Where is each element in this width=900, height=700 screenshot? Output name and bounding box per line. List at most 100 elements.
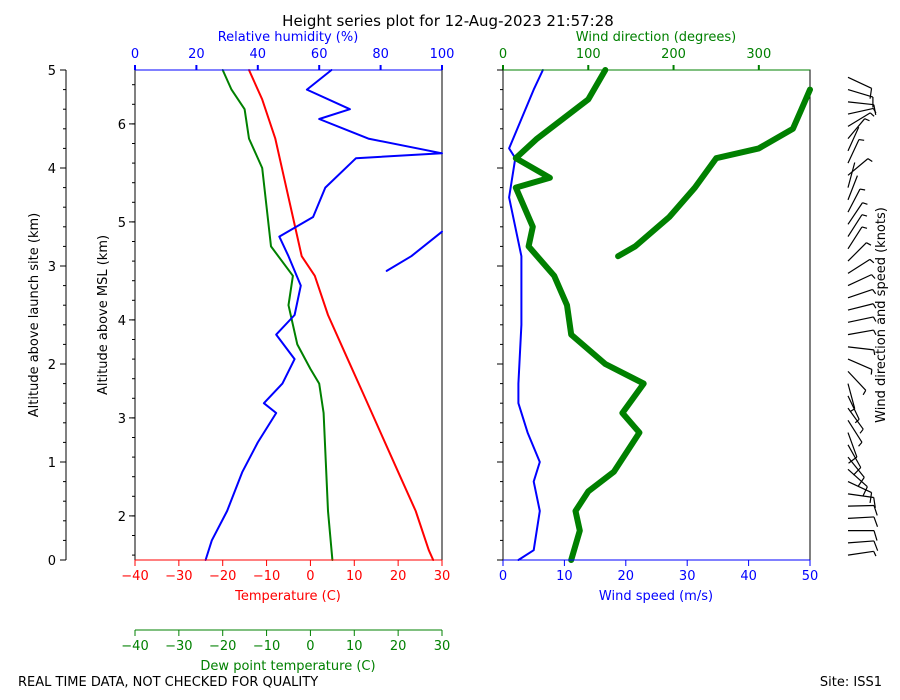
wind-barb-shaft <box>847 370 867 391</box>
wind-barb <box>847 346 876 356</box>
wind-barb <box>847 329 877 336</box>
wind-barb-flag <box>848 456 858 464</box>
wind-direction-degrees-tick-label: 300 <box>746 47 771 62</box>
wind-direction-degrees-tick-label: 200 <box>661 47 686 62</box>
temperature-axis-label: Temperature (C) <box>234 589 341 604</box>
wind-barb-shaft <box>847 162 856 188</box>
wind-barb-shaft <box>847 432 858 458</box>
wind-barb <box>847 112 875 127</box>
wind-barb <box>847 162 856 188</box>
wind-direction-degrees-line-upper-branch <box>615 86 813 260</box>
dew-point-temperature-c-line <box>221 69 334 561</box>
right-panel <box>502 67 813 563</box>
wind-barb <box>847 516 879 527</box>
wind-barb <box>847 101 877 116</box>
wind-barb-half-flag <box>862 390 867 396</box>
relative-humidity-line <box>204 69 443 561</box>
wind-speed-m-s-tick-label: 10 <box>556 569 573 584</box>
axes-layer: −40 −30 −20 −10 0 10 20 30−40 −30 −20 −10 0 10 20 300 2… <box>48 47 819 654</box>
wind-barb-flag <box>873 104 877 116</box>
wind-barb-shaft <box>847 101 874 106</box>
dew-point-temperature-c-tick-label: 30 <box>434 639 451 654</box>
wind-barb-shaft <box>847 516 874 519</box>
relative-humidity-tick-label: 80 <box>372 47 389 62</box>
launch-site-tick-label: 4 <box>48 162 56 177</box>
wind-barb <box>847 358 873 375</box>
wind-barb-shaft <box>847 258 871 274</box>
relative-humidity-tick-label: 60 <box>311 47 328 62</box>
wind-barb <box>847 226 868 250</box>
wind-barb-shaft <box>847 76 872 89</box>
wind-barb <box>847 303 877 311</box>
humidity-axis-label: Relative humidity (%) <box>218 30 359 45</box>
temperature-c-tick-label: 20 <box>390 569 407 584</box>
wind-barb-half-flag <box>862 202 868 205</box>
left-panel <box>134 69 443 561</box>
wind-speed-axis-label: Wind speed (m/s) <box>599 589 713 604</box>
wind-barb-shaft <box>847 214 863 237</box>
footer-site: Site: ISS1 <box>820 675 882 690</box>
wind-barb-shaft <box>847 358 873 370</box>
temperature-c-tick-label: −20 <box>209 569 236 584</box>
temperature-c-tick-label: 10 <box>346 569 363 584</box>
launch-site-tick-label: 1 <box>48 456 56 471</box>
wind-barb-half-flag <box>858 441 863 447</box>
wind-barb-half-flag <box>861 214 868 217</box>
wind-barb-shaft <box>847 126 860 152</box>
wind-barb <box>847 550 877 557</box>
wind-direction-degrees-line <box>512 67 647 563</box>
dew-point-temperature-c-tick-label: −20 <box>209 639 236 654</box>
wind-barb <box>847 138 865 164</box>
dew-point-temperature-c-tick-label: 10 <box>346 639 363 654</box>
dewpoint-axis-label: Dew point temperature (C) <box>200 659 375 674</box>
wind-speed-m-s-tick-label: 0 <box>499 569 507 584</box>
wind-barb-shaft <box>847 420 863 443</box>
barb-axis-label: Wind direction and speed (knots) <box>874 207 889 423</box>
temperature-c-line <box>248 69 435 561</box>
launch-site-tick-label: 3 <box>48 260 56 275</box>
dew-point-temperature-c-tick-label: 20 <box>390 639 407 654</box>
wind-barb-shaft <box>847 493 874 499</box>
wind-barb-flag <box>862 486 868 497</box>
msl-tick-label: 5 <box>118 216 126 231</box>
wind-barb-half-flag <box>859 188 866 191</box>
relative-humidity-tick-label: 100 <box>430 47 455 62</box>
wind-barb <box>847 107 877 115</box>
msl-tick-label: 6 <box>118 118 126 133</box>
wind-barb-half-flag <box>869 258 875 264</box>
wind-barb-shaft <box>847 226 863 250</box>
wind-barb-shaft <box>847 395 860 420</box>
dew-point-temperature-c-tick-label: −30 <box>165 639 192 654</box>
wind-barb-half-flag <box>869 112 875 117</box>
temperature-c-tick-label: −10 <box>253 569 280 584</box>
wind-barb <box>847 493 876 508</box>
msl-tick-label: 3 <box>118 412 126 427</box>
dew-point-temperature-c-tick-label: −10 <box>253 639 280 654</box>
wind-speed-m-s-tick-label: 20 <box>618 569 635 584</box>
wind-barb-flag <box>873 530 878 541</box>
wind-barb-half-flag <box>854 418 860 424</box>
wind-barb-half-flag <box>859 428 864 434</box>
msl-axis-label: Altitude above MSL (km) <box>96 235 111 395</box>
wind-barb-half-flag <box>873 551 877 557</box>
wind-barb-half-flag <box>858 138 865 141</box>
temperature-c-tick-label: −40 <box>121 569 148 584</box>
wind-barb <box>847 383 856 412</box>
wind-barb-half-flag <box>864 118 870 122</box>
wind-barb <box>847 126 860 152</box>
wind-barb-shaft <box>847 504 875 507</box>
thermo-series <box>204 69 443 561</box>
launch-site-axis-label: Altitude above launch site (km) <box>27 213 42 417</box>
wind-barb-half-flag <box>873 349 876 356</box>
wind-barb-half-flag <box>871 274 876 279</box>
wind-barb-half-flag <box>849 408 856 412</box>
wind-barb-shaft <box>847 481 872 494</box>
wind-speed-m-s-tick-label: 40 <box>740 569 757 584</box>
wind-direction-axis-label: Wind direction (degrees) <box>576 30 736 45</box>
wind-barb-shaft <box>847 112 871 127</box>
wind-barb-flag <box>857 477 865 487</box>
wind-barb <box>847 468 868 497</box>
wind-barb <box>847 188 866 213</box>
wind-barb-shaft <box>847 316 874 323</box>
wind-speed-m-s-tick-label: 50 <box>802 569 819 584</box>
